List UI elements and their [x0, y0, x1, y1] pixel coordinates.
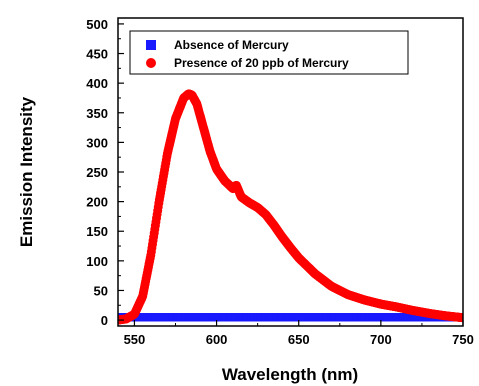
- y-tick-label: 450: [86, 47, 108, 62]
- y-tick-label: 350: [86, 106, 108, 121]
- legend-box: [129, 30, 409, 75]
- x-tick-label: 700: [370, 332, 392, 347]
- y-tick-label: 100: [86, 254, 108, 269]
- series-layer: [118, 89, 463, 325]
- y-axis: 0 50 100 150 200 250 300 350 400 450 500: [86, 17, 124, 328]
- y-tick-label: 500: [86, 17, 108, 32]
- y-axis-title: Emission Intensity: [17, 96, 36, 247]
- x-tick-label: 550: [124, 332, 146, 347]
- legend-marker: [146, 58, 156, 68]
- x-axis-title: Wavelength (nm): [222, 365, 358, 384]
- y-tick-label: 0: [101, 313, 108, 328]
- x-tick-label: 600: [206, 332, 228, 347]
- x-tick-label: 650: [288, 332, 310, 347]
- legend-marker: [146, 40, 156, 50]
- y-tick-label: 250: [86, 165, 108, 180]
- x-axis: 550 600 650 700 750: [124, 320, 474, 347]
- y-tick-label: 50: [94, 283, 108, 298]
- y-tick-label: 150: [86, 224, 108, 239]
- legend-label: Presence of 20 ppb of Mercury: [174, 56, 349, 70]
- y-tick-label: 300: [86, 135, 108, 150]
- x-tick-label: 750: [452, 332, 474, 347]
- y-tick-label: 200: [86, 195, 108, 210]
- legend: Absence of Mercury Presence of 20 ppb of …: [129, 30, 409, 75]
- legend-label: Absence of Mercury: [174, 38, 289, 52]
- series-2: [118, 89, 463, 325]
- data-point: [458, 313, 463, 323]
- y-tick-label: 400: [86, 76, 108, 91]
